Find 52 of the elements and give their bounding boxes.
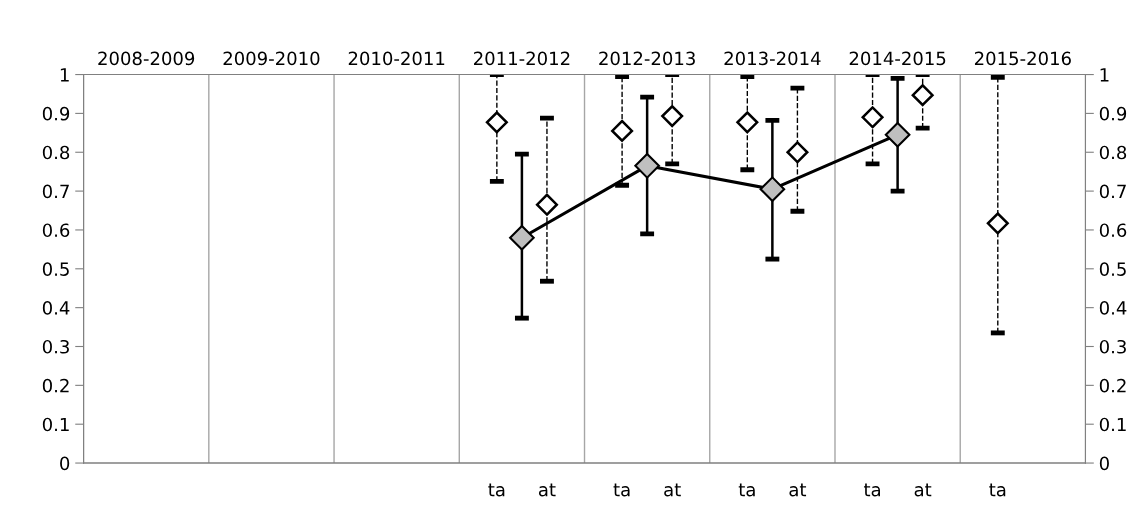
y2-tick-label: 0.4 xyxy=(1099,301,1127,315)
x-tick-label: at xyxy=(664,483,681,497)
x-tick-label: ta xyxy=(989,483,1006,497)
y2-tick-label: 0.7 xyxy=(1099,184,1126,199)
y-tick-label: 0.9 xyxy=(42,106,70,121)
point xyxy=(611,119,634,142)
x-tick-label: at xyxy=(789,483,807,497)
y-tick-label: 0.1 xyxy=(42,417,69,432)
y2-tick-label: 0.8 xyxy=(1099,145,1127,160)
x-tick-label: ta xyxy=(863,483,880,497)
y-tick-label: 0.6 xyxy=(42,223,70,238)
y-tick-label: 0.4 xyxy=(42,301,70,315)
y-tick-label: 0.7 xyxy=(42,184,69,199)
point xyxy=(911,84,934,107)
text: 2014-2015 xyxy=(849,51,946,66)
text: 2008-2009 xyxy=(98,51,195,66)
y2-tick-label: 0.1 xyxy=(1099,417,1126,432)
y2-tick-label: 0.2 xyxy=(1099,378,1126,393)
y-tick-label: 1 xyxy=(60,68,69,82)
point xyxy=(759,176,786,202)
text: 2010-2011 xyxy=(348,51,445,66)
point xyxy=(509,224,535,251)
point xyxy=(786,141,809,164)
text: 2011-2012 xyxy=(474,51,570,66)
y2-tick-label: 1 xyxy=(1100,68,1109,82)
point xyxy=(884,121,911,148)
point xyxy=(736,111,759,134)
text: 2013-2014 xyxy=(724,51,821,66)
text: 2015-2016 xyxy=(974,51,1071,66)
y2-tick-label: 0.9 xyxy=(1099,106,1127,121)
point xyxy=(661,105,684,128)
y2-tick-label: 0.6 xyxy=(1099,223,1127,238)
text: 2009-2010 xyxy=(223,51,320,66)
point xyxy=(485,111,508,134)
text: 2012-2013 xyxy=(599,51,695,66)
y2-tick-label: 0 xyxy=(1099,456,1109,471)
y-tick-label: 0.8 xyxy=(42,145,70,160)
y-tick-label: 0.3 xyxy=(42,339,69,354)
x-tick-label: at xyxy=(914,483,932,497)
x-tick-label: ta xyxy=(738,483,755,497)
y-tick-label: 0 xyxy=(60,456,70,471)
x-tick-label: at xyxy=(538,483,556,497)
x-tick-label: ta xyxy=(488,483,505,497)
y-tick-label: 0.2 xyxy=(42,378,69,393)
point xyxy=(634,153,660,179)
y2-tick-label: 0.5 xyxy=(1099,262,1126,276)
y2-tick-label: 0.3 xyxy=(1099,339,1126,354)
point xyxy=(535,193,559,216)
x-tick-label: ta xyxy=(613,483,630,497)
point xyxy=(986,212,1009,235)
y-tick-label: 0.5 xyxy=(42,262,69,276)
point xyxy=(861,106,884,129)
